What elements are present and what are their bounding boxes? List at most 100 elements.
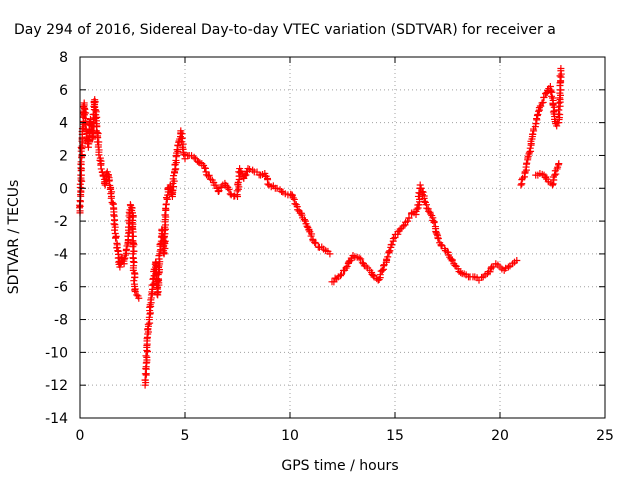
data-point <box>404 217 412 225</box>
x-axis-label: GPS time / hours <box>281 458 398 474</box>
data-point <box>278 188 286 196</box>
data-point <box>331 274 339 282</box>
data-point <box>416 195 424 203</box>
data-point <box>312 239 320 247</box>
data-point <box>290 195 298 203</box>
data-point <box>135 294 143 302</box>
chart-title: Day 294 of 2016, Sidereal Day-to-day VTE… <box>14 22 556 38</box>
data-point <box>80 111 88 119</box>
data-point <box>549 181 556 189</box>
data-point <box>120 255 128 263</box>
data-point <box>110 220 118 228</box>
data-point <box>384 253 392 261</box>
data-point <box>378 266 386 274</box>
data-point <box>369 271 377 279</box>
data-point <box>205 171 213 179</box>
data-point <box>155 252 163 260</box>
data-point <box>110 211 118 219</box>
data-point <box>540 93 548 101</box>
data-point <box>355 254 363 262</box>
y-tick-label: -12 <box>45 378 68 394</box>
data-point <box>141 376 149 384</box>
data-point <box>162 200 170 208</box>
data-point <box>388 241 396 249</box>
data-point <box>396 225 404 233</box>
plot-frame <box>79 56 606 419</box>
data-point <box>129 213 137 221</box>
data-point <box>97 165 105 173</box>
axis-ticks <box>79 56 606 419</box>
data-point <box>273 184 281 192</box>
data-point <box>121 251 129 259</box>
data-point <box>451 261 459 269</box>
data-marks <box>76 64 565 389</box>
data-point <box>434 235 442 243</box>
data-point <box>343 262 351 270</box>
y-tick-label: -4 <box>54 247 68 263</box>
y-tick-label: 2 <box>59 148 68 164</box>
data-point <box>555 106 563 114</box>
data-point <box>504 263 512 271</box>
data-point <box>533 115 541 123</box>
data-point <box>337 272 345 280</box>
data-point <box>535 104 543 112</box>
data-point <box>180 150 188 158</box>
data-point <box>486 268 494 276</box>
y-tick-label: -2 <box>54 214 68 230</box>
data-point <box>417 184 425 192</box>
data-point <box>160 250 168 258</box>
data-point <box>526 144 534 152</box>
y-tick-label: 6 <box>59 83 68 99</box>
data-point <box>525 148 533 156</box>
data-point <box>326 250 334 258</box>
y-tick-label: 0 <box>59 181 68 197</box>
data-point <box>289 194 297 202</box>
data-point <box>557 86 565 94</box>
data-point <box>224 184 232 192</box>
y-tick-label: 4 <box>59 116 68 132</box>
y-tick-label: -14 <box>45 411 68 427</box>
data-point <box>142 352 150 360</box>
data-point <box>126 201 134 209</box>
data-point <box>174 142 182 150</box>
data-point <box>190 153 198 161</box>
data-point <box>170 183 178 191</box>
data-point <box>177 129 185 137</box>
data-point <box>430 219 438 227</box>
data-point <box>337 270 345 278</box>
data-point <box>124 223 132 231</box>
data-point <box>233 187 241 195</box>
data-point <box>78 177 86 185</box>
data-point <box>246 165 254 173</box>
data-point <box>517 181 525 189</box>
y-tick-label: -10 <box>45 345 68 361</box>
data-point <box>242 171 250 179</box>
data-point <box>379 262 387 270</box>
data-point <box>130 277 138 285</box>
data-point <box>342 264 350 272</box>
data-point <box>513 256 521 264</box>
data-point <box>556 72 564 80</box>
data-point <box>226 190 234 198</box>
data-point <box>212 181 220 189</box>
data-point <box>521 168 529 176</box>
x-tick-label: 5 <box>181 428 190 444</box>
data-point <box>529 130 537 138</box>
data-point <box>178 134 186 142</box>
data-point <box>551 171 559 179</box>
data-point <box>131 287 139 295</box>
data-point <box>385 248 393 256</box>
x-tick-label: 10 <box>281 428 299 444</box>
data-point <box>225 186 233 194</box>
data-point <box>77 143 85 151</box>
data-point <box>357 255 365 263</box>
data-point <box>143 353 151 361</box>
data-point <box>307 232 315 240</box>
data-point <box>399 222 407 230</box>
x-tick-label: 25 <box>596 428 614 444</box>
data-point <box>300 216 308 224</box>
data-point <box>161 237 169 245</box>
data-point <box>555 160 563 168</box>
data-point <box>95 151 103 159</box>
